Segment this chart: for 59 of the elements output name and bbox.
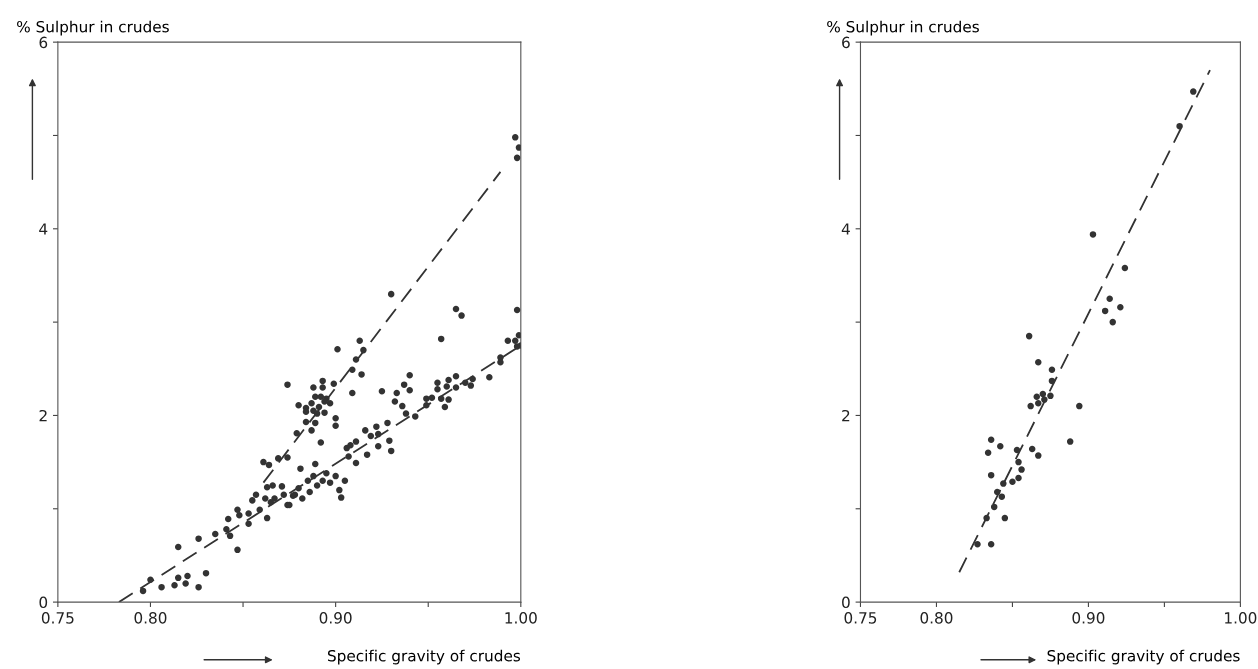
point (987, 471, 995, 479)
point (974, 540, 981, 548)
point (1089, 231, 1097, 238)
x-tick-label: 1.00 (1225, 612, 1257, 624)
point (1190, 88, 1197, 95)
x-axis-title: Specific gravity of crudes (1047, 649, 1240, 665)
x-tick-label: 0.75 (844, 612, 877, 624)
x-tick-label: 0.90 (319, 612, 352, 624)
point (1015, 458, 1022, 466)
y-tick-label: 4 (841, 223, 850, 235)
point (1121, 264, 1129, 272)
point (997, 442, 1004, 450)
y-tick-label: 6 (39, 36, 48, 49)
point (1176, 122, 1183, 130)
point (998, 493, 1006, 500)
point (1047, 392, 1054, 400)
point (1000, 480, 1007, 487)
point (1039, 390, 1047, 398)
point (1076, 402, 1083, 410)
y-tick-label: 0 (842, 596, 850, 609)
point (983, 514, 990, 522)
y-tick-label: 2 (842, 409, 850, 422)
point (1035, 400, 1042, 407)
point (1106, 295, 1113, 303)
point (1048, 366, 1056, 373)
point (1013, 446, 1021, 454)
point (1018, 466, 1025, 473)
point (987, 436, 995, 443)
point (1066, 438, 1074, 445)
point (1009, 478, 1016, 485)
point (1025, 332, 1033, 340)
x-axis-title: Specific gravity of crudes (327, 649, 521, 665)
point (1035, 452, 1042, 459)
point (984, 449, 992, 457)
point (987, 540, 995, 548)
y-tick-label: 4 (39, 223, 48, 235)
point (1033, 393, 1041, 401)
y-axis-title: % Sulphur in crudes (17, 20, 169, 36)
point (1035, 359, 1042, 366)
point (1048, 377, 1056, 385)
point (1027, 402, 1034, 410)
x-tick-label: 1.00 (505, 612, 537, 624)
point (993, 488, 1001, 496)
x-tick-label: 0.80 (920, 612, 953, 624)
point (990, 503, 998, 511)
point (1015, 474, 1022, 482)
x-tick-label: 0.90 (1072, 612, 1105, 624)
x-tick-label: 0.80 (134, 612, 167, 624)
y-tick-label: 2 (39, 409, 47, 422)
y-axis-title: % Sulphur in crudes (827, 20, 979, 36)
point (1041, 396, 1048, 403)
point (1109, 318, 1116, 326)
x-tick-label: 0.75 (41, 612, 74, 624)
point (1117, 303, 1124, 311)
y-tick-label: 0 (39, 596, 48, 609)
point (1101, 307, 1109, 315)
point (1028, 445, 1036, 453)
y-tick-label: 6 (842, 36, 850, 49)
point (1001, 514, 1009, 522)
